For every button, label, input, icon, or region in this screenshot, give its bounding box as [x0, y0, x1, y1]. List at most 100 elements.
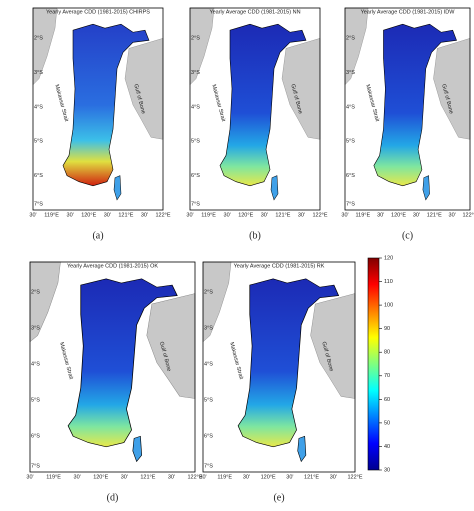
x-tick-label: 121°E: [427, 212, 442, 218]
y-tick-label: 2°S: [34, 35, 43, 41]
y-tick-label: 5°S: [204, 397, 213, 403]
x-tick-label: 30': [199, 474, 206, 480]
island: [132, 435, 143, 463]
x-tick-label: 30': [243, 474, 250, 480]
x-tick-label: 122°E: [347, 474, 362, 480]
y-tick-label: 5°S: [191, 139, 200, 145]
x-tick-label: 30': [141, 212, 148, 218]
y-tick-label: 4°S: [34, 104, 43, 110]
x-tick-label: 30': [74, 474, 81, 480]
map-panel: Yearly Average CDD (1981-2015) NN 2°S 3°S 4…: [186, 7, 328, 241]
y-tick-label: 6°S: [204, 433, 213, 439]
map-panel: Yearly Average CDD (1981-2015) CHIRPS 2°S…: [29, 7, 171, 241]
panel-title: Yearly Average CDD (1981-2015) CHIRPS: [46, 9, 150, 15]
colorbar-tick-label: 30: [384, 467, 390, 473]
x-tick-label: 119°E: [44, 212, 59, 218]
colorbar-tick-label: 110: [384, 279, 393, 285]
peninsula: [219, 23, 307, 187]
y-tick-label: 4°S: [31, 361, 40, 367]
island: [422, 175, 430, 201]
y-tick-label: 3°S: [34, 70, 43, 76]
x-tick-label: 30': [413, 212, 420, 218]
x-tick-label: 30': [29, 212, 36, 218]
map-body: [344, 7, 471, 210]
map-panel: Yearly Average CDD (1981-2015) OK 2°S 3°S 4…: [26, 261, 203, 503]
x-tick-label: 30': [224, 212, 231, 218]
map-body: [202, 261, 356, 472]
x-tick-label: 30': [330, 474, 337, 480]
x-tick-label: 121°E: [118, 212, 133, 218]
x-tick-label: 119°E: [46, 474, 61, 480]
map-panel: Yearly Average CDD (1981-2015) IDW 2°S 3°S…: [341, 7, 474, 241]
map-frame: [344, 7, 471, 211]
y-tick-label: 6°S: [34, 173, 43, 179]
x-tick-label: 30': [121, 474, 128, 480]
panel-title: Yearly Average CDD (1981-2015) RK: [234, 263, 325, 269]
peninsula: [237, 278, 340, 448]
x-tick-label: 30': [26, 474, 33, 480]
peninsula: [373, 23, 457, 187]
panel-label: (e): [273, 492, 284, 503]
y-tick-label: 7°S: [204, 463, 213, 469]
y-tick-label: 3°S: [346, 70, 355, 76]
x-tick-label: 30': [286, 474, 293, 480]
x-tick-label: 30': [168, 474, 175, 480]
y-tick-label: 2°S: [31, 289, 40, 295]
x-tick-label: 122°E: [187, 474, 202, 480]
colorbar-tick-label: 90: [384, 326, 390, 332]
y-tick-label: 4°S: [191, 104, 200, 110]
island: [297, 435, 307, 463]
x-tick-label: 119°E: [356, 212, 371, 218]
x-tick-label: 122°E: [312, 212, 327, 218]
map-frame: [202, 261, 356, 473]
x-tick-label: 30': [377, 212, 384, 218]
x-tick-label: 119°E: [217, 474, 232, 480]
panel-label: (d): [107, 492, 119, 503]
x-tick-label: 119°E: [201, 212, 216, 218]
y-tick-label: 4°S: [346, 104, 355, 110]
panel-label: (b): [249, 230, 261, 241]
x-tick-label: 30': [341, 212, 348, 218]
map-frame: [29, 261, 196, 473]
y-tick-label: 7°S: [191, 201, 200, 207]
x-tick-label: 30': [186, 212, 193, 218]
x-tick-label: 120°E: [261, 474, 276, 480]
map-frame: [32, 7, 164, 211]
y-tick-label: 6°S: [191, 173, 200, 179]
y-tick-label: 4°S: [204, 361, 213, 367]
y-tick-label: 6°S: [31, 433, 40, 439]
x-tick-label: 30': [104, 212, 111, 218]
colorbar-tick-label: 80: [384, 350, 390, 356]
y-tick-label: 3°S: [191, 70, 200, 76]
x-tick-label: 121°E: [275, 212, 290, 218]
panel-label: (c): [402, 230, 413, 241]
colorbar-tick-label: 50: [384, 420, 390, 426]
colorbar-tick-label: 60: [384, 397, 390, 403]
y-tick-label: 3°S: [204, 325, 213, 331]
map-body: [32, 7, 164, 210]
x-tick-label: 30': [261, 212, 268, 218]
y-tick-label: 2°S: [191, 35, 200, 41]
island: [113, 175, 122, 201]
y-tick-label: 7°S: [346, 201, 355, 207]
peninsula: [67, 278, 178, 448]
y-tick-label: 3°S: [31, 325, 40, 331]
map-frame: [189, 7, 321, 211]
x-tick-label: 120°E: [238, 212, 253, 218]
colorbar-tick-label: 120: [384, 255, 393, 261]
panel-title: Yearly Average CDD (1981-2015) NN: [209, 9, 300, 15]
colorbar-tick-label: 100: [384, 303, 393, 309]
x-tick-label: 122°E: [462, 212, 474, 218]
panel-title: Yearly Average CDD (1981-2015) OK: [67, 263, 158, 269]
y-tick-label: 7°S: [34, 201, 43, 207]
x-tick-label: 121°E: [304, 474, 319, 480]
y-tick-label: 2°S: [204, 289, 213, 295]
y-tick-label: 2°S: [346, 35, 355, 41]
panel-title: Yearly Average CDD (1981-2015) IDW: [361, 9, 456, 15]
x-tick-label: 30': [67, 212, 74, 218]
x-tick-label: 121°E: [140, 474, 155, 480]
y-tick-label: 6°S: [346, 173, 355, 179]
y-tick-label: 7°S: [31, 463, 40, 469]
y-tick-label: 5°S: [34, 139, 43, 145]
colorbar: [367, 257, 380, 471]
